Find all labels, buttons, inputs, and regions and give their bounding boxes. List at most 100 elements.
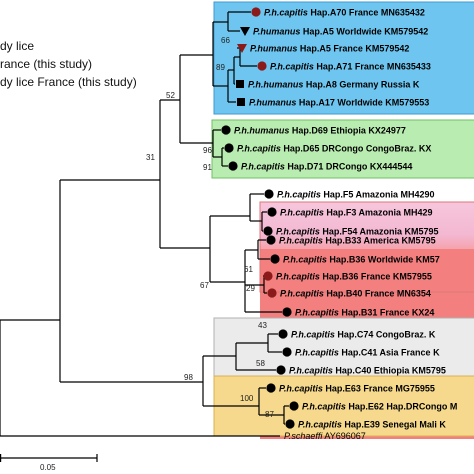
tip-species: P.h.capitis bbox=[295, 348, 339, 358]
tip-species: P.h.capitis bbox=[280, 289, 324, 299]
tip-accession: Hap.E62 Hap.DRCongo M bbox=[346, 402, 458, 412]
outgroup-species: P.schaeffi bbox=[284, 431, 323, 441]
tip-label: P.h.capitis Hap.D71 DRCongo KX444544 bbox=[241, 162, 412, 172]
tip-accession: Hap.E39 Senegal Mali K bbox=[342, 420, 447, 430]
tip-species: P.h.capitis bbox=[279, 236, 323, 246]
tip-label: P.h.capitis Hap.F3 Amazonia MH429 bbox=[280, 208, 433, 218]
tip-marker-circle-icon bbox=[266, 235, 276, 245]
clade-box-B-inner bbox=[260, 249, 474, 289]
tip-label: P.h.capitis Hap.E63 France MG75955 bbox=[279, 384, 435, 394]
tip-species: P.h.humanus bbox=[248, 80, 303, 90]
bootstrap-value: 61 bbox=[244, 265, 253, 274]
tip-accession: Hap.B31 France KX24 bbox=[339, 308, 435, 318]
tip-accession: Hap.B40 France MN6354 bbox=[324, 289, 431, 299]
clade-box-A bbox=[213, 1, 474, 115]
tip-marker-circle-icon bbox=[276, 365, 286, 375]
tip-label: P.h.capitis Hap.E62 Hap.DRCongo M bbox=[302, 402, 457, 412]
tip-accession: Hap.A71 France MN635433 bbox=[314, 62, 431, 72]
tip-label: P.h.capitis Hap.A71 France MN635433 bbox=[270, 62, 431, 72]
tip-species: P.h.capitis bbox=[295, 308, 339, 318]
legend-entry-3: dy lice France (this study) bbox=[0, 75, 137, 89]
tip-species: P.h.capitis bbox=[283, 255, 327, 265]
tip-label: P.h.capitis Hap.B33 America KM5795 bbox=[279, 236, 436, 246]
tip-marker-circle-red-icon bbox=[267, 288, 277, 298]
tip-marker-circle-icon bbox=[263, 226, 273, 236]
outgroup-label: P.schaeffi AY696067 bbox=[284, 431, 366, 441]
bootstrap-value: 96 bbox=[203, 146, 212, 155]
tip-label: P.h.capitis Hap.C74 CongoBraz. K bbox=[291, 330, 436, 340]
tip-accession: Hap.B36 France KM57955 bbox=[320, 272, 432, 282]
tip-accession: Hap.F3 Amazonia MH429 bbox=[324, 208, 433, 218]
tip-accession: Hap.B36 Worldwide KM57 bbox=[327, 255, 440, 265]
bootstrap-value: 29 bbox=[246, 284, 255, 293]
tip-accession: Hap.C41 Asia France K bbox=[339, 348, 440, 358]
legend-entry-2: rance (this study) bbox=[0, 57, 93, 71]
tip-species: P.humanus bbox=[250, 44, 297, 54]
tip-marker-circle-red-icon bbox=[257, 61, 267, 71]
clade-box-F bbox=[259, 201, 474, 257]
tip-label: P.h.capitis Hap.C41 Asia France K bbox=[295, 348, 440, 358]
tip-species: P.h.capitis bbox=[237, 144, 281, 154]
tip-marker-circle-icon bbox=[224, 143, 234, 153]
bootstrap-value: 89 bbox=[216, 63, 225, 72]
tip-species: P.h.capitis bbox=[270, 62, 314, 72]
tip-species: P.h.capitis bbox=[277, 190, 321, 200]
bootstrap-value: 67 bbox=[200, 281, 209, 290]
tip-marker-circle-icon bbox=[266, 383, 276, 393]
tip-accession: Hap.F54 Amazonia KM5795 bbox=[320, 227, 439, 237]
tip-marker-triangle-icon bbox=[240, 27, 250, 36]
clade-box-F-B-border bbox=[259, 201, 474, 293]
tip-accession: Hap.C74 CongoBraz. K bbox=[335, 330, 436, 340]
tip-label: P.h.capitis Hap.A70 France MN635432 bbox=[264, 8, 425, 18]
tip-label: P.h.humanus Hap.D69 Ethiopia KX24977 bbox=[234, 126, 406, 136]
bootstrap-value: 31 bbox=[146, 153, 155, 162]
tip-marker-circle-icon bbox=[221, 125, 231, 135]
scale-bar-label: 0.05 bbox=[40, 463, 56, 472]
tip-accession: Hap.A5 Worldwide KM579542 bbox=[300, 27, 428, 37]
tip-accession: Hap.D71 DRCongo KX444544 bbox=[285, 162, 413, 172]
outgroup-accession: AY696067 bbox=[322, 431, 365, 441]
tip-label: P.humanus Hap.A5 Worldwide KM579542 bbox=[253, 27, 428, 37]
tip-marker-circle-icon bbox=[267, 207, 277, 217]
clade-box-C bbox=[213, 317, 474, 377]
tip-species: P.h.capitis bbox=[291, 330, 335, 340]
tip-label: P.h.capitis Hap.B31 France KX24 bbox=[295, 308, 434, 318]
bootstrap-value: 100 bbox=[240, 394, 254, 403]
tip-label: P.humanus Hap.A5 France KM579542 bbox=[250, 44, 409, 54]
tip-marker-circle-icon bbox=[270, 254, 280, 264]
bootstrap-value: 98 bbox=[184, 373, 193, 382]
tip-accession: Hap.A8 Germany Russia K bbox=[303, 80, 420, 90]
tip-marker-square-icon bbox=[237, 98, 245, 106]
tip-marker-square-icon bbox=[236, 80, 244, 88]
tip-species: P.humanus bbox=[249, 98, 296, 108]
tip-marker-circle-icon bbox=[285, 419, 295, 429]
tip-label: P.h.capitis Hap.B36 France KM57955 bbox=[276, 272, 432, 282]
bootstrap-value: 58 bbox=[256, 359, 265, 368]
bootstrap-value: 52 bbox=[166, 91, 175, 100]
tip-marker-triangle-red-icon bbox=[237, 44, 247, 53]
tip-label: P.h.capitis Hap.B36 Worldwide KM57 bbox=[283, 255, 440, 265]
tip-label: P.h.capitis Hap.F5 Amazonia MH4290 bbox=[277, 190, 435, 200]
tip-accession: Hap.A5 France KM579542 bbox=[297, 44, 409, 54]
tip-accession: Hap.A17 Worldwide KM579553 bbox=[296, 98, 429, 108]
tip-species: P.h.capitis bbox=[302, 402, 346, 412]
tip-label: P.h.capitis Hap.C40 Ethiopia KM5795 bbox=[289, 366, 446, 376]
tip-accession: Hap.D69 Ethiopia KX24977 bbox=[289, 126, 406, 136]
bootstrap-value: 66 bbox=[221, 36, 230, 45]
bootstrap-value: 43 bbox=[258, 321, 267, 330]
tip-species: P.h.capitis bbox=[276, 272, 320, 282]
tip-species: P.humanus bbox=[253, 27, 300, 37]
tip-species: P.h.capitis bbox=[298, 420, 342, 430]
tip-marker-circle-icon bbox=[282, 347, 292, 357]
tip-accession: Hap.F5 Amazonia MH4290 bbox=[321, 190, 435, 200]
tip-species: P.h.capitis bbox=[279, 384, 323, 394]
tip-accession: Hap.B33 America KM5795 bbox=[323, 236, 436, 246]
tip-marker-circle-icon bbox=[289, 401, 299, 411]
tip-marker-circle-icon bbox=[228, 161, 238, 171]
tip-label: P.h.capitis Hap.F54 Amazonia KM5795 bbox=[276, 227, 439, 237]
tip-label: P.humanus Hap.A17 Worldwide KM579553 bbox=[249, 98, 429, 108]
tip-label: P.h.capitis Hap.E39 Senegal Mali K bbox=[298, 420, 446, 430]
tip-accession: Hap.A70 France MN635432 bbox=[308, 8, 425, 18]
tip-species: P.h.capitis bbox=[276, 227, 320, 237]
tip-species: P.h.capitis bbox=[241, 162, 285, 172]
